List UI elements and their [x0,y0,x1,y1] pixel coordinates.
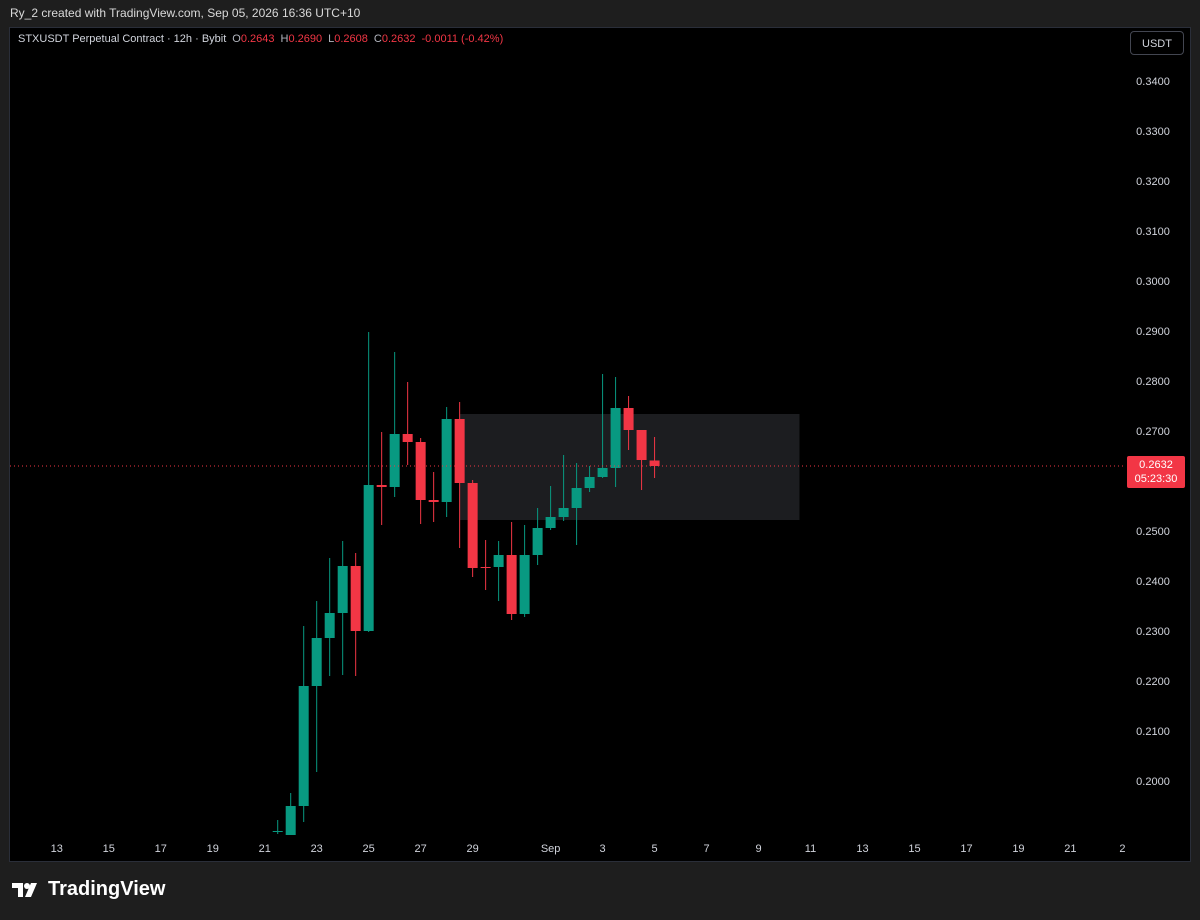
axes: 0.2000 0.2100 0.2200 0.2300 0.2400 0.2500 0.27… [51,76,1185,855]
x-tick-label: 17 [960,843,972,855]
candle-body [597,468,608,477]
candle-body [311,638,322,686]
plot-area [10,332,1125,835]
x-tick-label: 9 [755,843,761,855]
candle-body [545,517,556,528]
candle-body [389,434,400,487]
x-tick-label: 21 [1064,843,1076,855]
last-price-label: 0.2632 [1139,459,1173,471]
x-tick-label: 17 [155,843,167,855]
ohlc-value: 0.2608 [334,33,368,45]
candle-body [428,500,439,502]
tradingview-logo: TradingView [12,878,165,901]
candle-body [376,485,387,487]
x-tick-label: 5 [652,843,658,855]
candle-body [402,434,413,442]
candle-body [571,488,582,508]
y-tick-label: 0.2300 [1136,626,1170,638]
x-tick-label: 23 [311,843,323,855]
y-tick-label: 0.2500 [1136,526,1170,538]
candle-body [636,430,647,460]
candle-body [493,555,504,567]
y-tick-label: 0.3200 [1136,176,1170,188]
x-tick-label: 15 [103,843,115,855]
candle-body [337,566,348,613]
x-tick-label: 13 [51,843,63,855]
last-price-box [1127,456,1185,488]
candle-body [480,567,491,568]
x-tick-label: 29 [467,843,479,855]
y-tick-label: 0.2100 [1136,726,1170,738]
candle-body [532,528,543,555]
candle-body [623,408,634,430]
y-tick-label: 0.3300 [1136,126,1170,138]
ohlc-value: 0.2690 [288,33,323,45]
candle-body [441,419,452,502]
y-tick-label: 0.2900 [1136,326,1170,338]
candle-body [285,806,296,835]
ohlc-value: 0.2643 [240,33,275,45]
logo-icon [12,882,37,897]
candle-body [324,613,335,638]
x-tick-label: 11 [805,843,816,855]
x-tick-label: 3 [600,843,606,855]
candle-body [363,485,374,631]
ohlc-label: L [328,33,335,45]
y-tick-label: 0.3400 [1136,76,1170,88]
candle-body [506,555,517,614]
x-tick-label: 2 [1119,843,1125,855]
x-tick-label: 21 [259,843,271,855]
x-tick-label: 13 [856,843,868,855]
x-tick-label: 25 [363,843,375,855]
ohlc-values: O0.2643 H0.2690 L0.2608 C0.2632 [226,33,415,45]
symbol-legend: STXUSDT Perpetual Contract · 12h · Bybit… [18,33,503,45]
x-tick-label: 19 [207,843,219,855]
y-tick-label: 0.2800 [1136,376,1170,388]
ohlc-value: 0.2632 [381,33,416,45]
candle-body [350,566,361,631]
candle-body [467,483,478,568]
candle-body [558,508,569,517]
candle-body [649,460,660,466]
x-tick-label: Sep [541,843,561,855]
candle-body [454,419,465,483]
candle-body [298,686,309,806]
price-change: -0.0011 (-0.42%) [421,33,504,45]
x-tick-label: 7 [703,843,709,855]
logo-text: TradingView [48,878,166,900]
symbol-title: STXUSDT Perpetual Contract · 12h · Bybit [18,33,227,45]
created-note: Ry_2 created with TradingView.com, Sep 0… [10,6,361,20]
x-tick-label: 19 [1012,843,1024,855]
y-tick-label: 0.3000 [1136,276,1170,288]
countdown-label: 05:23:30 [1135,473,1178,485]
y-tick-label: 0.3100 [1136,226,1170,238]
candle-body [272,831,283,832]
y-tick-label: 0.2700 [1136,426,1170,438]
ohlc-label: C [373,33,382,45]
y-tick-label: 0.2200 [1136,676,1170,688]
ohlc-label: H [280,33,289,45]
x-tick-label: 27 [415,843,427,855]
y-tick-label: 0.2400 [1136,576,1170,588]
candle-body [519,555,530,614]
x-tick-label: 15 [908,843,920,855]
candle-body [584,477,595,488]
candle-body [610,408,621,468]
ohlc-label: O [232,33,241,45]
y-tick-label: 0.2000 [1136,776,1170,788]
currency-button[interactable]: USDT [1130,31,1184,55]
zone-box [459,414,800,520]
candle-body [415,442,426,500]
